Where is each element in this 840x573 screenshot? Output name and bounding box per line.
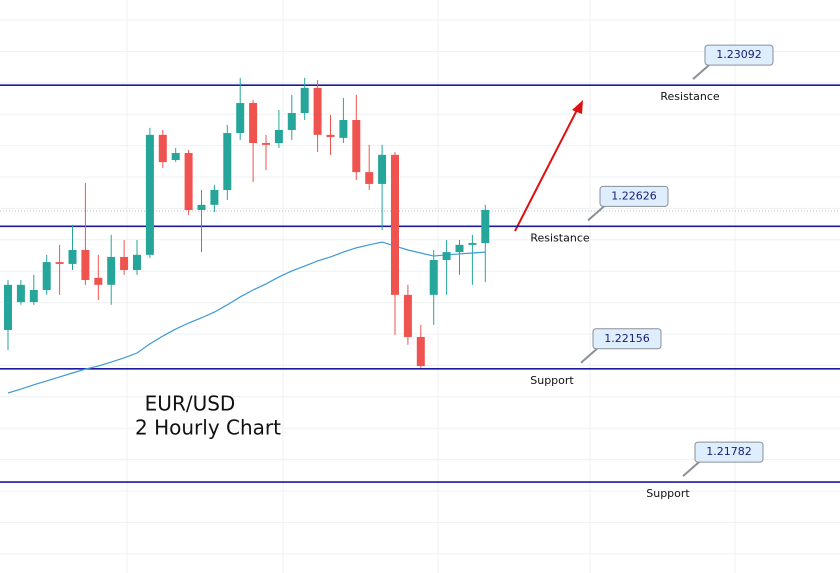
callout-box [694,441,764,463]
callout-tail [692,64,710,80]
callout-box [599,185,669,207]
candle-body [455,244,464,253]
level-name: Resistance [660,90,720,103]
candle-body [403,294,412,337]
candle-body [184,153,193,210]
candle-body [4,284,12,330]
candle-body [468,243,477,245]
callout-label: 1.22156 [604,332,650,345]
candle-body [326,134,335,137]
callout-box [592,328,662,350]
candle-body [365,172,374,184]
candle-body [133,254,141,270]
candle-body [313,87,322,135]
candle-body [378,154,387,184]
trend-arrow [514,100,583,232]
level-name: Resistance [530,231,590,244]
callout-tail [682,461,700,477]
candle-body [197,204,206,210]
chart-title: EUR/USD [145,392,236,416]
callout-label: 1.23092 [716,48,762,61]
callout-tail [580,348,598,364]
chart-subtitle: 2 Hourly Chart [135,416,281,440]
candle-body [158,134,167,163]
callout-label: 1.21782 [706,445,752,458]
candle-body [262,143,270,145]
candle-body [274,129,283,144]
callout-box [704,44,774,66]
level-name: Support [646,487,690,500]
candle-body [120,256,129,270]
callout-tail [587,205,605,222]
candle-body [171,153,180,160]
candle-body [442,252,451,260]
level-name: Support [530,374,574,387]
candle-body [416,336,425,367]
candle-body [145,134,154,255]
candle-body [339,119,348,138]
candle-body [249,103,258,144]
candle-body [236,103,245,134]
candle-body [16,284,25,303]
candle-body [81,249,90,280]
candle-body [429,259,438,295]
candle-body [391,154,399,295]
candle-body [300,87,309,114]
candle-body [481,209,490,244]
candle-body [210,189,219,205]
candle-body [352,119,361,173]
candle-body [223,133,232,190]
candle-body [29,289,38,303]
callout-label: 1.22626 [611,189,657,202]
moving-average [7,241,486,394]
candle-body [94,277,103,285]
candle-body [287,113,296,130]
candle-body [55,262,64,264]
candle-body [42,262,51,290]
candle-body [107,256,116,285]
candle-body [68,249,77,264]
